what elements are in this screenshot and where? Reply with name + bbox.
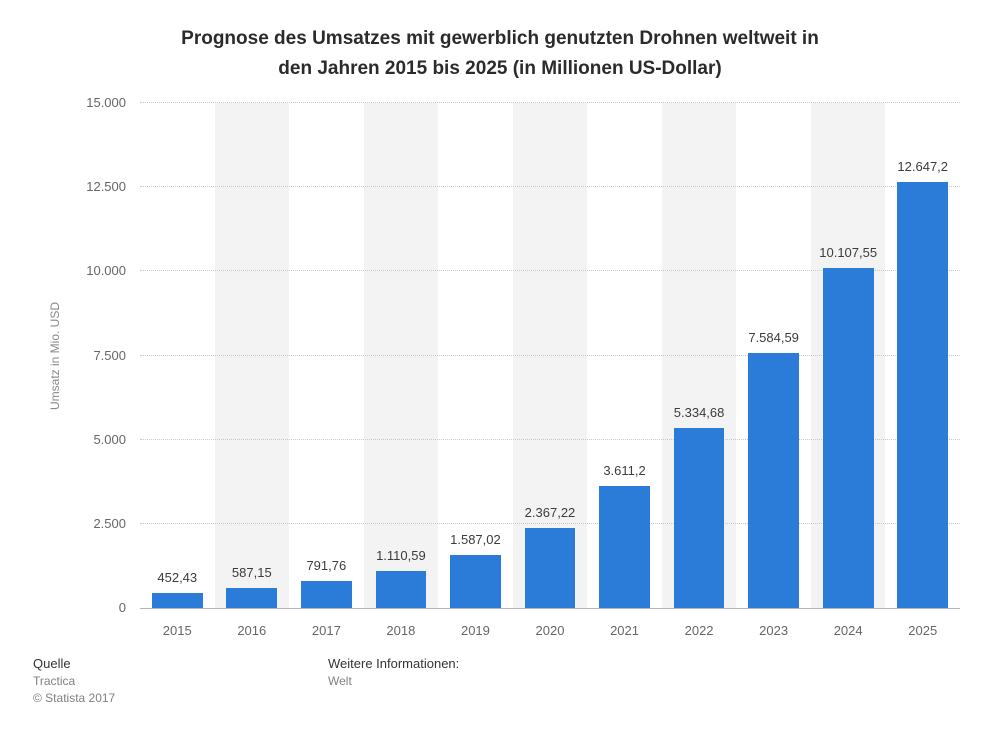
chart-title-line1: Prognose des Umsatzes mit gewerblich gen…: [181, 28, 819, 49]
y-tick-label: 0: [118, 600, 126, 615]
bar-2018: [375, 570, 427, 608]
x-label-2017: 2017: [311, 623, 341, 638]
value-label-2017: 791,76: [306, 558, 347, 574]
bar-2016: [226, 588, 278, 608]
value-label-2015: 452,43: [157, 569, 198, 585]
value-label-2020: 2.367,22: [524, 505, 576, 521]
more-info-label: Weitere Informationen:: [328, 656, 460, 671]
value-label-2025: 12.647,2: [897, 159, 949, 175]
y-tick-label: 7.500: [93, 347, 126, 363]
y-axis-tick-labels: 0 2.500 5.000 7.500 10.000 12.500 15.000: [0, 95, 126, 615]
x-axis-labels: 2015 2016 2017 2018 2019 2020 2021 2022 2023 2024…: [140, 623, 960, 643]
gridline: [140, 522, 960, 524]
source-name: Tractica: [33, 674, 76, 688]
y-tick-label: 15.000: [86, 95, 126, 110]
bar-2024: [822, 267, 874, 608]
bar-2020: [524, 528, 576, 608]
x-label-2019: 2019: [460, 623, 490, 638]
plot-band: [363, 103, 439, 608]
y-tick-label: 5.000: [93, 431, 126, 447]
bar-2015: [151, 592, 203, 608]
y-tick-label: 10.000: [86, 263, 126, 279]
bar-2019: [450, 554, 501, 608]
y-tick-label: 2.500: [93, 515, 126, 531]
gridline: [140, 438, 960, 440]
x-label-2015: 2015: [162, 623, 192, 638]
x-label-2025: 2025: [908, 623, 938, 638]
gridline: [140, 270, 960, 272]
x-label-2022: 2022: [684, 623, 714, 638]
bar-2022: [673, 428, 725, 608]
bar-2021: [599, 486, 650, 608]
x-label-2024: 2024: [833, 623, 863, 638]
more-info-value: Welt: [328, 674, 352, 688]
x-label-2018: 2018: [386, 623, 416, 638]
y-tick-label: 12.500: [86, 179, 126, 195]
gridline: [140, 354, 960, 356]
value-label-2016: 587,15: [231, 565, 272, 581]
gridline: [140, 186, 960, 188]
x-label-2020: 2020: [535, 623, 565, 638]
bar-2017: [301, 581, 352, 608]
value-label-2019: 1.587,02: [450, 531, 501, 547]
chart-title: Prognose des Umsatzes mit gewerblich gen…: [50, 24, 950, 84]
x-label-2016: 2016: [237, 623, 267, 638]
x-label-2021: 2021: [610, 623, 639, 638]
value-label-2024: 10.107,55: [819, 244, 878, 260]
value-label-2018: 1.110,59: [376, 547, 426, 563]
value-label-2021: 3.611,2: [603, 463, 646, 479]
gridline: [140, 102, 960, 103]
copyright-text: © Statista 2017: [33, 691, 116, 705]
plot-band: [214, 103, 290, 608]
value-label-2023: 7.584,59: [748, 329, 799, 345]
chart-title-line2: den Jahren 2015 bis 2025 (in Millionen U…: [278, 58, 722, 79]
bar-2025: [897, 182, 949, 608]
x-label-2023: 2023: [759, 623, 789, 638]
source-label: Quelle: [33, 656, 71, 671]
value-label-2022: 5.334,68: [673, 405, 725, 421]
bar-2023: [748, 352, 799, 608]
plot-area: 452,43 587,15 791,76 1.110,59 1.587,02 2.367,…: [140, 102, 960, 609]
